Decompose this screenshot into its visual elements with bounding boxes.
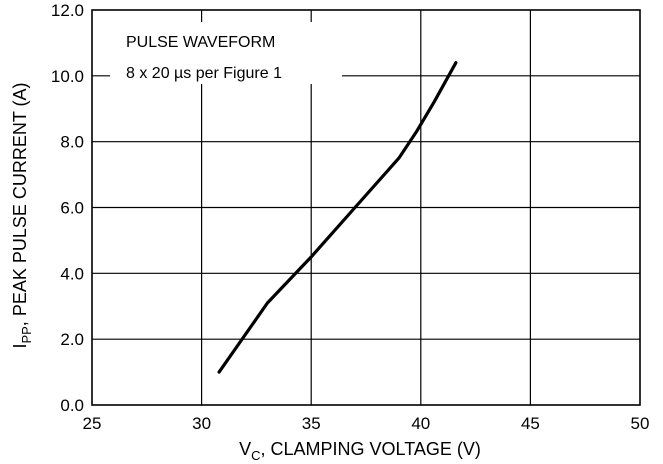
y-tick-label: 4.0 bbox=[60, 264, 84, 283]
annotation-line-2: 8 x 20 µs per Figure 1 bbox=[126, 65, 282, 82]
annotation-line-1: PULSE WAVEFORM bbox=[126, 34, 275, 51]
y-axis-title-sub: PP bbox=[19, 326, 34, 343]
y-tick-label: 2.0 bbox=[60, 330, 84, 349]
x-tick-label: 40 bbox=[411, 414, 430, 433]
tick-labels: 25 30 35 40 45 50 0.0 2.0 4.0 6.0 8.0 10.0 12.0 bbox=[51, 1, 650, 433]
y-axis-title-main: I bbox=[10, 344, 30, 349]
y-tick-label: 10.0 bbox=[51, 67, 84, 86]
y-tick-label: 6.0 bbox=[60, 199, 84, 218]
series bbox=[217, 61, 458, 374]
x-tick-label: 25 bbox=[83, 414, 102, 433]
y-axis-title-rest: , PEAK PULSE CURRENT (A) bbox=[10, 82, 30, 326]
x-axis-title-sub: C bbox=[251, 448, 260, 463]
x-axis-title-rest: , CLAMPING VOLTAGE (V) bbox=[261, 439, 481, 459]
y-tick-label: 8.0 bbox=[60, 133, 84, 152]
y-tick-label: 0.0 bbox=[60, 396, 84, 415]
x-tick-label: 30 bbox=[192, 414, 211, 433]
y-tick-label: 12.0 bbox=[51, 1, 84, 20]
x-axis-title-main: V bbox=[239, 439, 251, 459]
annotation-background bbox=[110, 22, 342, 84]
plot-frame bbox=[91, 9, 641, 406]
series-line bbox=[217, 61, 458, 374]
y-axis-title: IPP, PEAK PULSE CURRENT (A) bbox=[10, 82, 34, 348]
x-tick-label: 45 bbox=[521, 414, 540, 433]
x-tick-label: 35 bbox=[302, 414, 321, 433]
x-tick-label: 50 bbox=[631, 414, 650, 433]
x-axis-title: VC, CLAMPING VOLTAGE (V) bbox=[239, 439, 481, 463]
